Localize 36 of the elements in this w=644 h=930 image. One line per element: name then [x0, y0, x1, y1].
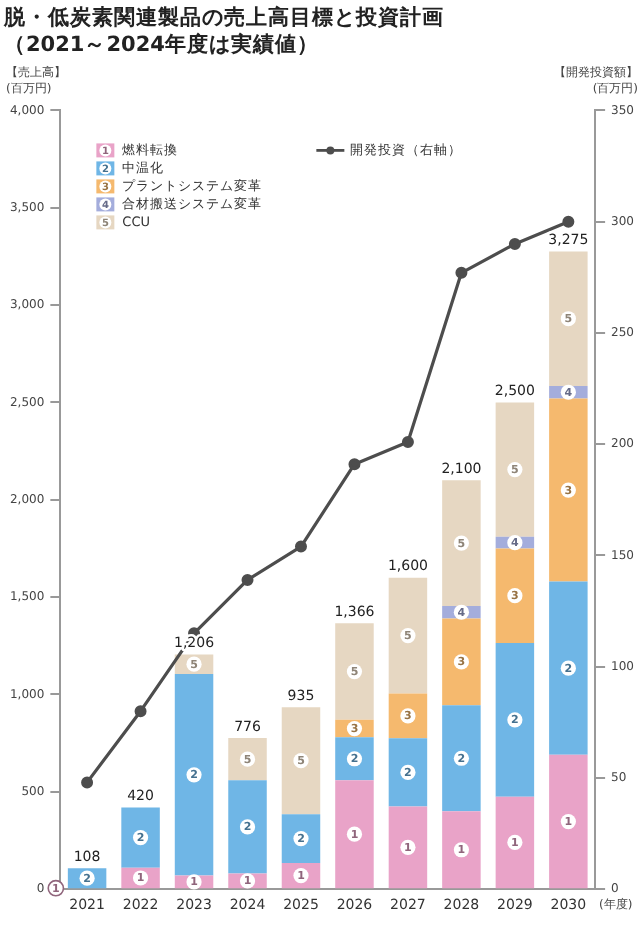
bar: [228, 780, 267, 874]
chart-title: 脱・低炭素関連製品の売上高目標と投資計画: [2, 4, 444, 31]
point: [562, 215, 575, 228]
bar: [495, 402, 535, 537]
bar: [495, 796, 535, 889]
point: [81, 776, 94, 789]
bar: [228, 738, 267, 781]
point: [134, 705, 147, 718]
bar: [549, 251, 588, 386]
bar: [442, 811, 481, 889]
bar: [495, 548, 535, 643]
bar: [549, 581, 588, 755]
bar: [335, 780, 374, 889]
bar: [388, 577, 428, 694]
bar: [281, 814, 321, 863]
bar: [549, 398, 588, 582]
bar: [495, 642, 535, 797]
point: [455, 266, 468, 279]
bar: [442, 705, 481, 812]
bar: [388, 806, 428, 889]
bar: [121, 807, 160, 868]
bar: [442, 618, 481, 706]
point: [401, 435, 414, 448]
point: [294, 540, 307, 553]
bar: [549, 754, 588, 889]
point: [241, 573, 254, 586]
chart-subtitle: （2021～2024年度は実績値）: [4, 31, 319, 58]
bar: [281, 707, 321, 815]
bar: [388, 693, 428, 739]
bar: [388, 738, 428, 807]
bar: [174, 674, 214, 876]
bar: [335, 737, 374, 781]
point: [348, 458, 361, 471]
bar: [335, 623, 374, 720]
bar: [442, 480, 481, 606]
point: [508, 237, 521, 250]
